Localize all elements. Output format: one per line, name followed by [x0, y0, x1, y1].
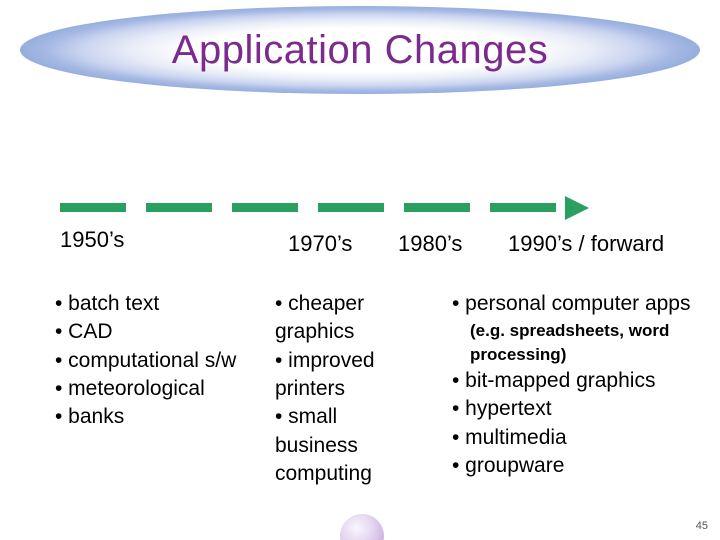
- bullet-item: • bit-mapped graphics: [452, 367, 702, 395]
- bullet-item: • computational s/w: [55, 347, 265, 375]
- timeline-dash: [232, 203, 298, 212]
- timeline-dash: [404, 203, 470, 212]
- column-1950: • batch text • CAD • computational s/w •…: [55, 290, 265, 432]
- example-text: (e.g. spreadsheets, word: [470, 320, 702, 341]
- bullet-item: printers: [275, 375, 405, 403]
- timeline-arrow-icon: [565, 196, 589, 220]
- decade-label-1990: 1990’s / forward: [508, 231, 664, 257]
- column-1970: • cheaper graphics • improved printers •…: [275, 290, 405, 488]
- bullet-item: • CAD: [55, 318, 265, 346]
- bullet-item: • batch text: [55, 290, 265, 318]
- timeline-dash: [318, 203, 384, 212]
- example-text: processing): [470, 344, 702, 365]
- column-1990: • personal computer apps (e.g. spreadshe…: [452, 290, 702, 480]
- bullet-item: • cheaper: [275, 290, 405, 318]
- timeline-dash: [490, 203, 556, 212]
- title-band: Application Changes: [20, 6, 700, 94]
- slide-title: Application Changes: [172, 28, 548, 73]
- bullet-item: computing: [275, 460, 405, 488]
- bullet-item: • banks: [55, 403, 265, 431]
- timeline: [60, 200, 680, 224]
- slide-number: 45: [696, 520, 708, 532]
- bullet-item: • meteorological: [55, 375, 265, 403]
- decade-label-1970: 1970’s: [288, 231, 352, 257]
- bullet-item: • hypertext: [452, 395, 702, 423]
- bullet-item: • improved: [275, 347, 405, 375]
- decade-label-1950: 1950’s: [60, 227, 124, 253]
- timeline-dash: [146, 203, 212, 212]
- bullet-item: • multimedia: [452, 424, 702, 452]
- bullet-item: business: [275, 432, 405, 460]
- bullet-item: graphics: [275, 318, 405, 346]
- decade-label-1980: 1980’s: [398, 231, 462, 257]
- decorative-orb-icon: [340, 514, 384, 540]
- timeline-dash: [60, 203, 126, 212]
- bullet-item: • personal computer apps: [452, 290, 702, 318]
- bullet-item: • small: [275, 403, 405, 431]
- bullet-item: • groupware: [452, 452, 702, 480]
